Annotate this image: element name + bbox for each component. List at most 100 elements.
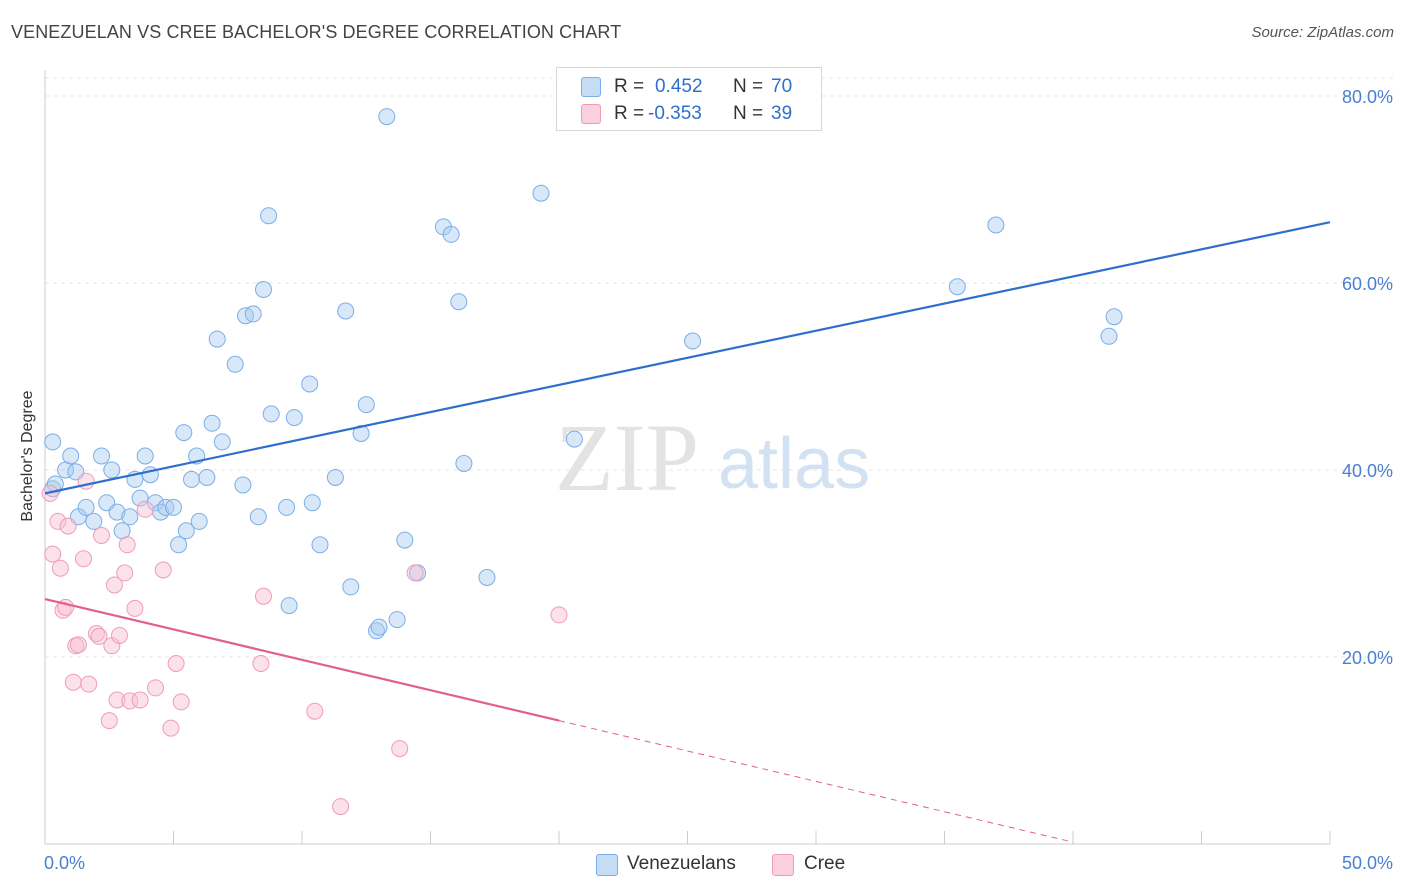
cree-point <box>93 527 110 544</box>
y-tick-label: 20.0% <box>1342 648 1393 668</box>
bottom-legend-venezuelans: Venezuelans <box>596 852 756 876</box>
venezuelans-point <box>255 281 272 298</box>
legend-label-cree: Cree <box>804 853 846 874</box>
cree-point <box>49 512 67 530</box>
x-tick-label-max: 50.0% <box>1342 853 1393 873</box>
venezuelans-point <box>44 433 62 451</box>
cree-point <box>136 500 154 518</box>
cree-point <box>108 691 126 709</box>
cree-point <box>131 691 149 709</box>
venezuelans-point <box>352 425 370 442</box>
source-credit: Source: ZipAtlas.com <box>1251 24 1394 41</box>
venezuelans-point <box>378 108 396 126</box>
y-axis-tick-labels: 20.0% 40.0% 60.0% 80.0% <box>1342 87 1393 668</box>
legend-r-value: 0.452 <box>655 76 703 97</box>
watermark-atlas: atlas <box>718 424 870 504</box>
venezuelans-point <box>337 302 355 320</box>
cree-point <box>116 564 134 582</box>
y-tick-label: 60.0% <box>1342 274 1393 294</box>
venezuelans-point <box>190 512 208 530</box>
venezuelans-point <box>326 469 344 486</box>
watermark-zip: ZIP <box>555 404 699 511</box>
legend-r-value: -0.353 <box>648 103 702 124</box>
cree-point <box>69 636 87 654</box>
venezuelans-point <box>987 216 1005 234</box>
cree-point <box>126 599 144 617</box>
venezuelans-point <box>170 536 188 554</box>
venezuelans-point <box>244 305 262 323</box>
venezuelans-point <box>370 618 388 636</box>
venezuelans-point <box>948 278 966 296</box>
y-tick-label: 80.0% <box>1342 87 1393 107</box>
chart-title: VENEZUELAN VS CREE BACHELOR'S DEGREE COR… <box>11 22 622 42</box>
legend-n-label: N = <box>733 103 764 124</box>
venezuelans-point <box>357 396 375 414</box>
cree-point <box>167 655 185 672</box>
watermark: ZIP atlas <box>555 404 870 511</box>
venezuelans-point <box>175 424 193 442</box>
cree-point <box>51 559 69 577</box>
legend-n-value: 39 <box>771 103 793 124</box>
cree-point <box>64 673 82 691</box>
venezuelans-point <box>388 611 406 629</box>
venezuelans-point <box>342 578 360 596</box>
venezuelans-point <box>131 489 149 507</box>
venezuelans-point <box>311 536 329 554</box>
venezuelans-trend-line <box>44 221 1331 495</box>
cree-point <box>147 679 164 697</box>
cree-point <box>406 564 424 582</box>
venezuelans-point <box>93 447 110 465</box>
cree-point <box>252 655 270 672</box>
cree-point <box>306 702 324 720</box>
cree-point <box>162 719 180 737</box>
legend-label-venezuelans: Venezuelans <box>627 853 736 874</box>
cree-point <box>100 712 118 730</box>
cree-point <box>90 627 108 645</box>
venezuelans-point <box>684 332 702 350</box>
venezuelans-point <box>565 430 583 448</box>
venezuelans-point <box>198 469 216 486</box>
venezuelans-point <box>260 207 278 225</box>
cree-point <box>80 675 98 693</box>
venezuelans-point <box>1100 327 1118 345</box>
venezuelans-point <box>136 447 154 465</box>
venezuelans-point <box>280 597 298 615</box>
legend-swatch-pink <box>581 104 601 124</box>
venezuelans-point <box>85 512 103 530</box>
venezuelans-point <box>203 414 221 432</box>
venezuelans-point <box>478 569 496 586</box>
legend-swatch-cree <box>772 854 794 876</box>
cree-point <box>550 606 568 624</box>
venezuelans-point <box>301 375 319 393</box>
cree-point <box>255 587 272 605</box>
cree-point <box>87 625 105 643</box>
x-axis-ticks <box>173 831 1331 844</box>
y-axis-label: Bachelor's Degree <box>19 390 36 521</box>
cree-point <box>59 517 77 535</box>
venezuelans-point <box>450 293 468 311</box>
legend-r-label: R = <box>614 76 645 97</box>
venezuelans-point <box>249 508 267 526</box>
venezuelans-point <box>62 447 80 465</box>
venezuelans-point <box>303 494 321 512</box>
legend-row-cree: R = -0.353 N = 39 <box>557 101 821 128</box>
cree-point <box>118 536 136 554</box>
cree-trend-line-extension <box>558 720 1074 843</box>
cree-trend-line <box>44 597 560 722</box>
venezuelans-point <box>108 503 126 521</box>
series-venezuelans <box>44 108 1123 640</box>
venezuelans-point <box>234 476 252 494</box>
cree-point <box>111 627 128 644</box>
bottom-legend-cree: Cree <box>772 852 862 876</box>
venezuelans-point <box>226 355 244 373</box>
legend-n-value: 70 <box>771 76 793 97</box>
legend-r-label: R = <box>614 103 645 124</box>
cree-point <box>154 561 172 579</box>
cree-point <box>172 693 190 711</box>
venezuelans-point <box>1105 308 1123 326</box>
cree-point <box>391 740 409 758</box>
venezuelans-point <box>442 225 460 243</box>
legend-swatch-blue <box>581 77 601 97</box>
venezuelans-point <box>147 494 164 512</box>
